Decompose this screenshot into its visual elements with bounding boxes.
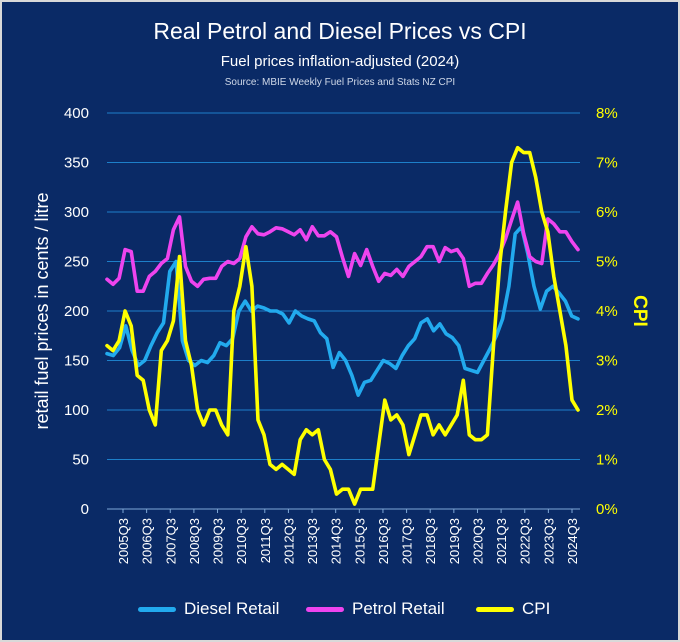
y-tick-label: 0 xyxy=(81,501,89,518)
y2-axis-title: CPI xyxy=(629,295,650,327)
x-tick-label: 2017Q3 xyxy=(400,518,415,564)
x-tick-label: 2016Q3 xyxy=(376,518,391,564)
y2-tick-label: 5% xyxy=(596,254,618,271)
x-tick-label: 2013Q3 xyxy=(305,518,320,564)
x-tick-label: 2008Q3 xyxy=(187,518,202,564)
x-tick-label: 2019Q3 xyxy=(447,518,462,564)
series-line-diesel-retail xyxy=(105,225,580,397)
y2-tick-label: 7% xyxy=(596,155,618,172)
chart-source: Source: MBIE Weekly Fuel Prices and Stat… xyxy=(224,77,456,88)
y2-tick-label: 6% xyxy=(596,204,618,221)
legend-item-petrol: Petrol Retail xyxy=(306,596,445,622)
y2-tick-label: 3% xyxy=(596,353,618,370)
legend-swatch-petrol xyxy=(306,606,344,612)
x-tick-label: 2021Q3 xyxy=(494,518,509,564)
y2-tick-label: 2% xyxy=(596,402,618,419)
legend-label-cpi: CPI xyxy=(522,599,551,618)
y-tick-label: 300 xyxy=(64,204,89,221)
x-tick-label: 2022Q3 xyxy=(518,518,533,564)
chart-title: Real Petrol and Diesel Prices vs CPI xyxy=(153,18,527,44)
x-tick-label: 2018Q3 xyxy=(423,518,438,564)
y-tick-label: 200 xyxy=(64,303,89,320)
x-tick-label: 2006Q3 xyxy=(140,518,155,564)
legend-item-cpi: CPI xyxy=(476,596,550,622)
x-tick-label: 2023Q3 xyxy=(541,518,556,564)
chart-legend: Diesel Retail Petrol Retail CPI xyxy=(0,596,680,622)
y2-tick-label: 4% xyxy=(596,303,618,320)
x-tick-label: 2014Q3 xyxy=(329,518,344,564)
x-tick-label: 2009Q3 xyxy=(211,518,226,564)
legend-label-diesel: Diesel Retail xyxy=(184,599,280,618)
y-tick-label: 400 xyxy=(64,105,89,122)
series-line-cpi xyxy=(105,145,580,506)
x-tick-label: 2020Q3 xyxy=(470,518,485,564)
y-tick-label: 350 xyxy=(64,155,89,172)
chart-subtitle: Fuel prices inflation-adjusted (2024) xyxy=(220,53,460,70)
legend-swatch-diesel xyxy=(138,606,176,612)
y-tick-label: 50 xyxy=(72,452,89,469)
x-tick-label: 2011Q3 xyxy=(258,518,273,563)
x-tick-label: 2010Q3 xyxy=(234,518,249,564)
x-tick-label: 2012Q3 xyxy=(281,518,296,564)
y2-tick-label: 0% xyxy=(596,501,618,518)
y-axis-title: retail fuel prices in cents / litre xyxy=(32,192,52,429)
legend-swatch-cpi xyxy=(476,606,514,612)
y2-tick-label: 1% xyxy=(596,452,618,469)
x-tick-label: 2015Q3 xyxy=(352,518,367,564)
x-tick-label: 2007Q3 xyxy=(163,518,178,564)
y2-tick-label: 8% xyxy=(596,105,618,122)
x-tick-label: 2005Q3 xyxy=(116,518,131,564)
y-tick-label: 100 xyxy=(64,402,89,419)
x-tick-label: 2024Q3 xyxy=(565,518,580,564)
legend-label-petrol: Petrol Retail xyxy=(352,599,445,618)
legend-item-diesel: Diesel Retail xyxy=(138,596,279,622)
y-tick-label: 150 xyxy=(64,353,89,370)
y-tick-label: 250 xyxy=(64,254,89,271)
